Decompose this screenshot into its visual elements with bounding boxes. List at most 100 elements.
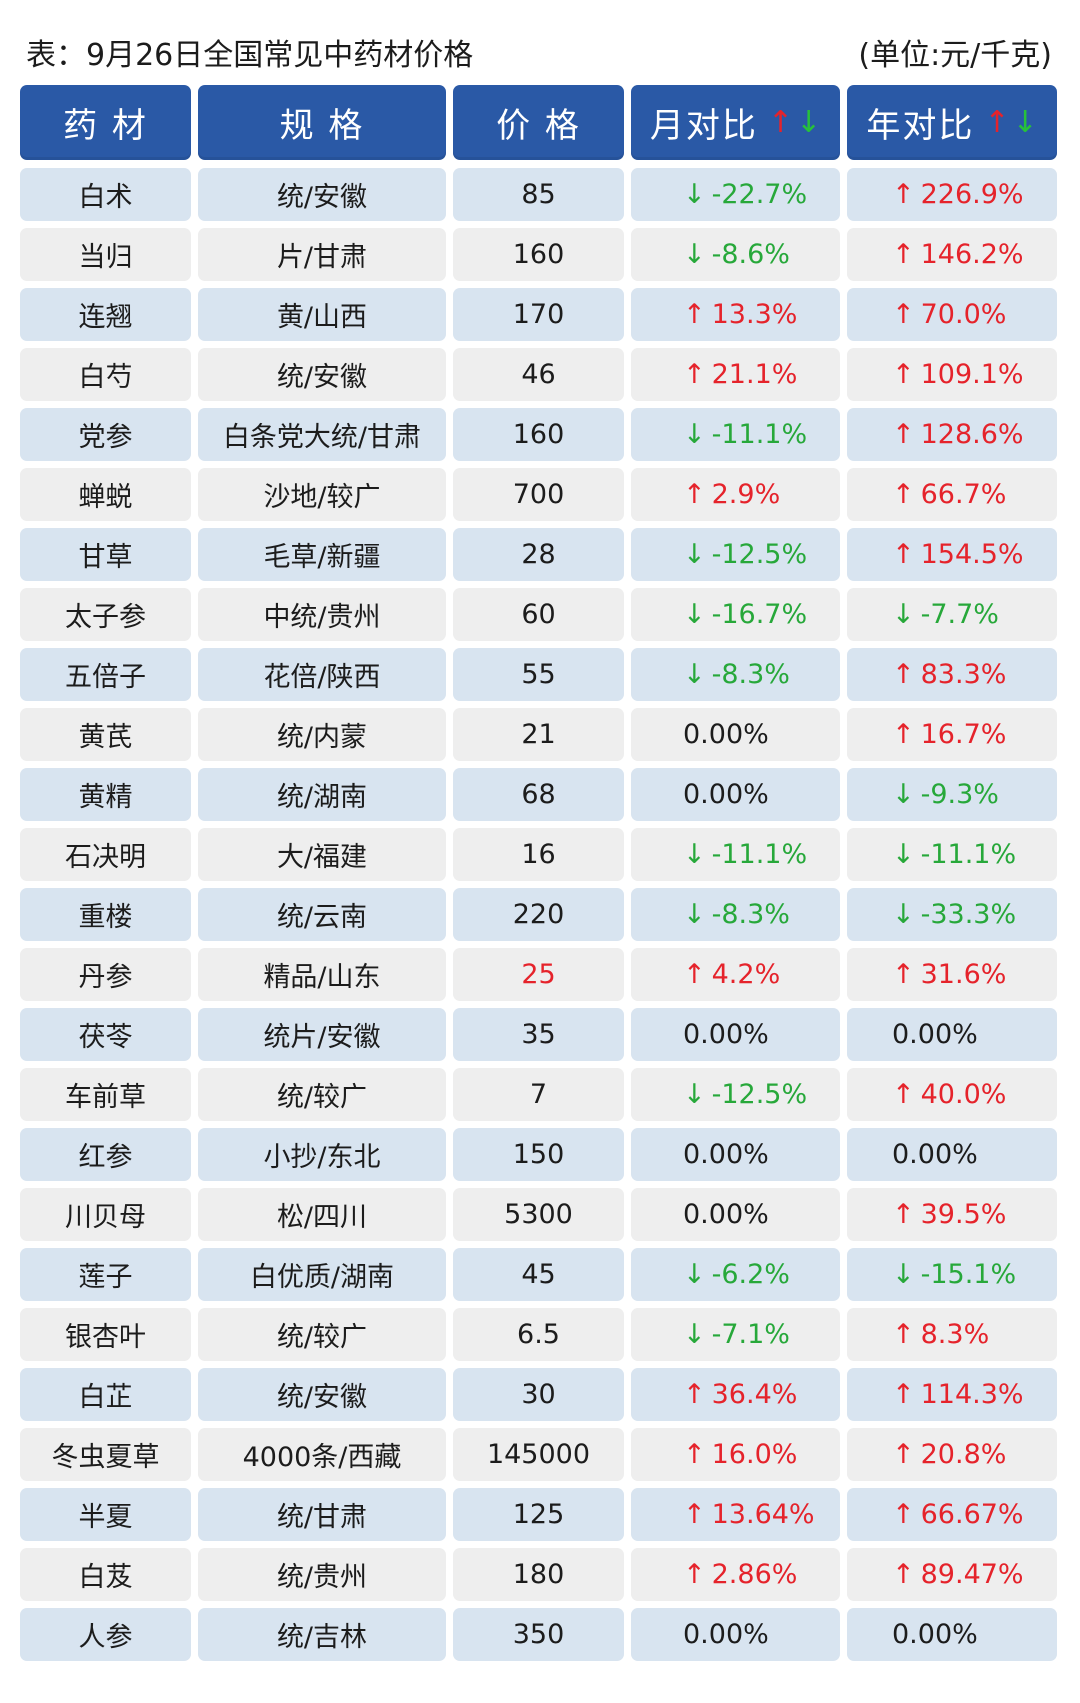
arrow-up-icon: ↑	[683, 1499, 706, 1530]
header-year-compare[interactable]: 年对比 ↑ ↓	[847, 85, 1057, 160]
herb-name-cell: 银杏叶	[20, 1308, 191, 1361]
year-change-cell-value: 114.3%	[920, 1379, 1024, 1410]
month-change-cell-value: 0.00%	[683, 779, 769, 810]
month-change-cell: ↑ 2.9%	[631, 468, 840, 521]
price-cell-text: 25	[521, 959, 556, 990]
spec-cell: 统/贵州	[198, 1548, 446, 1601]
price-cell: 16	[453, 828, 624, 881]
year-change-cell-value: 66.7%	[920, 479, 1007, 510]
arrow-up-icon: ↑	[892, 299, 915, 330]
arrow-up-icon: ↑	[892, 1559, 915, 1590]
spec-cell-text: 统/安徽	[276, 182, 368, 213]
arrow-down-icon: ↓	[683, 1259, 706, 1290]
table-row: 重楼 统/云南 220 ↓ -8.3% ↓ -33.3%	[20, 888, 1060, 941]
arrow-up-icon: ↑	[683, 1439, 706, 1470]
price-cell-text: 160	[512, 239, 565, 270]
month-change-cell-value: 21.1%	[711, 359, 798, 390]
arrow-down-icon: ↓	[892, 599, 915, 630]
herb-name-cell-text: 太子参	[65, 602, 146, 633]
sort-arrows-icon: ↑ ↓	[767, 105, 822, 140]
spec-cell-text: 统/甘肃	[276, 1502, 368, 1533]
arrow-down-icon: ↓	[683, 659, 706, 690]
year-change-cell: ↑ 146.2%	[847, 228, 1057, 281]
price-cell-text: 68	[521, 779, 556, 810]
spec-cell-text: 统/内蒙	[276, 722, 368, 753]
price-cell-text: 180	[512, 1559, 565, 1590]
month-change-cell-value: 0.00%	[683, 1139, 769, 1170]
arrow-up-icon: ↑	[892, 1439, 915, 1470]
arrow-up-icon: ↑	[892, 959, 915, 990]
table-header: 药 材 规 格 价 格 月对比 ↑ ↓ 年对比 ↑ ↓	[20, 85, 1060, 160]
arrow-down-icon: ↓	[683, 539, 706, 570]
table-row: 五倍子 花倍/陕西 55 ↓ -8.3% ↑ 83.3%	[20, 648, 1060, 701]
price-cell: 60	[453, 588, 624, 641]
year-change-cell-value: 20.8%	[920, 1439, 1007, 1470]
herb-name-cell-text: 白芨	[78, 1562, 133, 1593]
price-cell: 46	[453, 348, 624, 401]
spec-cell: 统/较广	[198, 1068, 446, 1121]
herb-name-cell: 蝉蜕	[20, 468, 191, 521]
arrow-down-icon: ↓	[892, 899, 915, 930]
price-cell-text: 35	[521, 1019, 556, 1050]
year-change-cell-value: 0.00%	[892, 1019, 978, 1050]
month-change-cell: ↓ -7.1%	[631, 1308, 840, 1361]
herb-name-cell-text: 重楼	[78, 902, 133, 933]
year-change-cell-value: -15.1%	[920, 1259, 1017, 1290]
spec-cell: 统/内蒙	[198, 708, 446, 761]
month-change-cell: ↓ -8.3%	[631, 888, 840, 941]
arrow-up-icon: ↑	[892, 1199, 915, 1230]
arrow-up-icon: ↑	[892, 659, 915, 690]
herb-name-cell-text: 银杏叶	[65, 1322, 146, 1353]
price-cell: 85	[453, 168, 624, 221]
price-cell-text: 6.5	[517, 1319, 560, 1350]
spec-cell-text: 精品/山东	[263, 962, 381, 993]
spec-cell: 毛草/新疆	[198, 528, 446, 581]
month-change-cell: ↓ -6.2%	[631, 1248, 840, 1301]
header-name: 药 材	[20, 85, 191, 160]
price-cell-text: 21	[521, 719, 556, 750]
arrow-down-icon: ↓	[683, 419, 706, 450]
year-change-cell: ↑ 31.6%	[847, 948, 1057, 1001]
month-change-cell: ↑ 21.1%	[631, 348, 840, 401]
table-row: 人参 统/吉林 350 0.00% 0.00%	[20, 1608, 1060, 1661]
spec-cell: 统/云南	[198, 888, 446, 941]
spec-cell: 4000条/西藏	[198, 1428, 446, 1481]
year-change-cell-value: 128.6%	[920, 419, 1024, 450]
table-row: 当归 片/甘肃 160 ↓ -8.6% ↑ 146.2%	[20, 228, 1060, 281]
month-change-cell-value: -6.2%	[711, 1259, 790, 1290]
table-row: 川贝母 松/四川 5300 0.00% ↑ 39.5%	[20, 1188, 1060, 1241]
price-cell-text: 46	[521, 359, 556, 390]
month-change-cell-value: -11.1%	[711, 839, 808, 870]
table-row: 太子参 中统/贵州 60 ↓ -16.7% ↓ -7.7%	[20, 588, 1060, 641]
price-cell-text: 45	[521, 1259, 556, 1290]
year-change-cell: ↑ 114.3%	[847, 1368, 1057, 1421]
table-row: 甘草 毛草/新疆 28 ↓ -12.5% ↑ 154.5%	[20, 528, 1060, 581]
year-change-cell: ↑ 8.3%	[847, 1308, 1057, 1361]
arrow-down-icon: ↓	[683, 1079, 706, 1110]
spec-cell-text: 统/较广	[276, 1322, 368, 1353]
year-change-cell: ↑ 154.5%	[847, 528, 1057, 581]
price-cell-text: 145000	[486, 1439, 591, 1470]
arrow-up-icon: ↑	[892, 539, 915, 570]
price-cell-text: 85	[521, 179, 556, 210]
arrow-up-icon: ↑	[892, 479, 915, 510]
table-caption: 表：9月26日全国常见中药材价格 (单位:元/千克)	[26, 28, 1052, 76]
year-change-cell-value: 89.47%	[920, 1559, 1024, 1590]
spec-cell-text: 沙地/较广	[263, 482, 381, 513]
herb-name-cell-text: 黄芪	[78, 722, 133, 753]
herb-name-cell: 半夏	[20, 1488, 191, 1541]
year-change-cell-value: 70.0%	[920, 299, 1007, 330]
header-price: 价 格	[453, 85, 624, 160]
price-cell-text: 30	[521, 1379, 556, 1410]
header-month-compare[interactable]: 月对比 ↑ ↓	[631, 85, 840, 160]
price-cell: 7	[453, 1068, 624, 1121]
month-change-cell: 0.00%	[631, 1008, 840, 1061]
spec-cell-text: 白条党大统/甘肃	[222, 422, 422, 453]
price-cell-text: 700	[512, 479, 565, 510]
herb-name-cell-text: 石决明	[65, 842, 146, 873]
price-cell: 170	[453, 288, 624, 341]
spec-cell: 白条党大统/甘肃	[198, 408, 446, 461]
month-change-cell-value: 13.3%	[711, 299, 798, 330]
price-cell: 160	[453, 408, 624, 461]
spec-cell: 统/吉林	[198, 1608, 446, 1661]
